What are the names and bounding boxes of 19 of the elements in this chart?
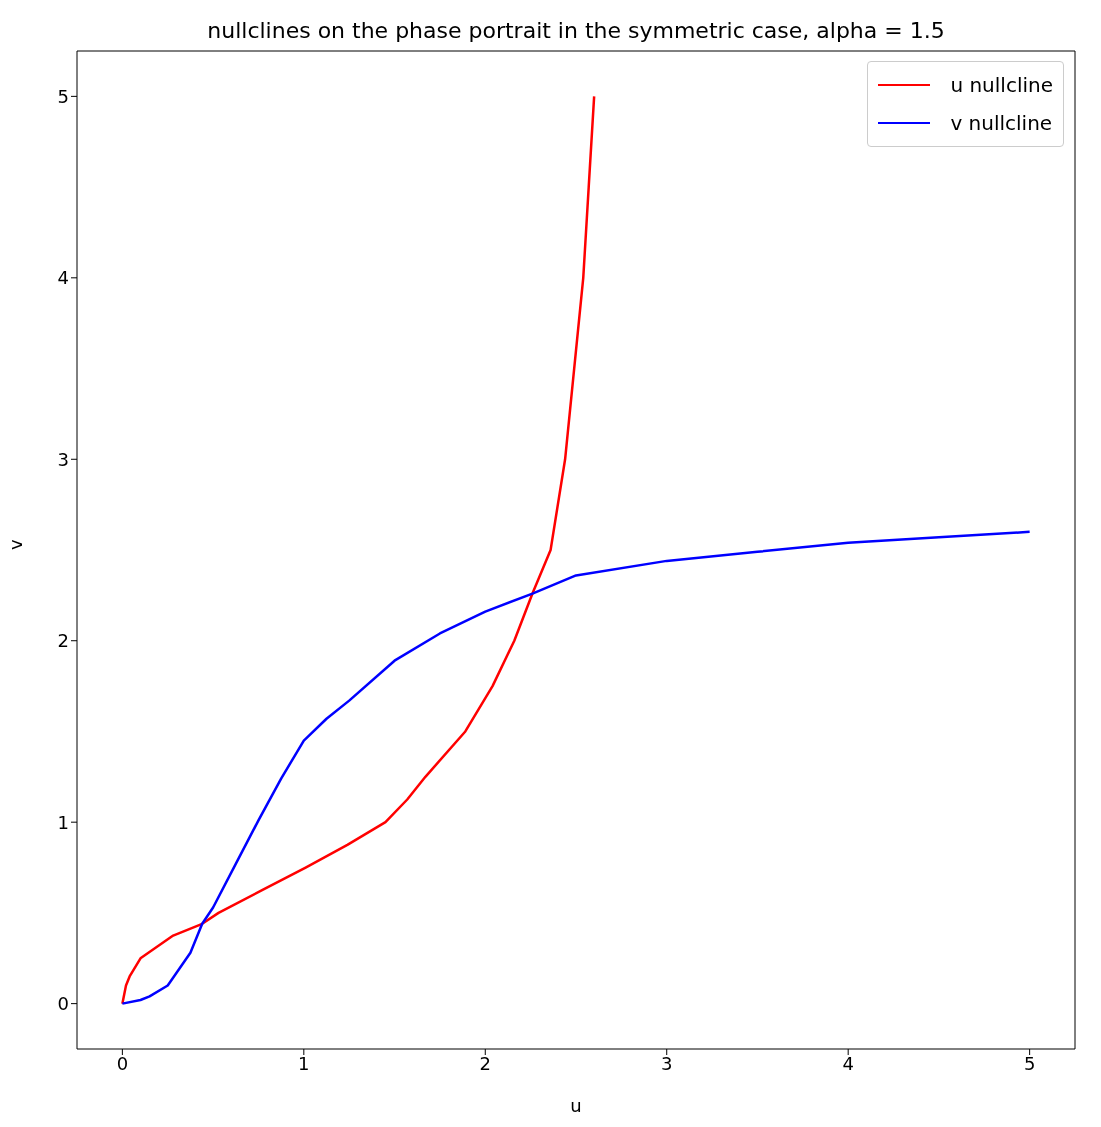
y-tick-label: 1 — [57, 811, 69, 833]
y-tick-label: 3 — [57, 448, 69, 470]
line-series — [121, 95, 596, 1005]
chart-title: nullclines on the phase portrait in the symmetric case, alpha = 1.5 — [206, 18, 946, 43]
x-tick-label: 3 — [661, 1052, 673, 1074]
y-tick-label: 0 — [57, 993, 69, 1015]
y-axis-title: v — [5, 539, 27, 550]
x-tick-label: 2 — [479, 1052, 491, 1074]
line-series — [121, 530, 1031, 1005]
legend-label: v nullcline — [950, 110, 1053, 137]
x-tick-label: 5 — [1023, 1052, 1036, 1074]
y-tick-label: 5 — [57, 85, 69, 107]
x-tick-label: 1 — [298, 1052, 310, 1074]
x-tick-label: 0 — [116, 1052, 129, 1074]
x-tick-label: 4 — [842, 1052, 854, 1074]
legend-label: u nullcline — [950, 72, 1053, 99]
y-tick-label: 4 — [57, 267, 69, 289]
y-tick-label: 2 — [57, 630, 69, 652]
x-axis-title: u — [570, 1095, 582, 1116]
